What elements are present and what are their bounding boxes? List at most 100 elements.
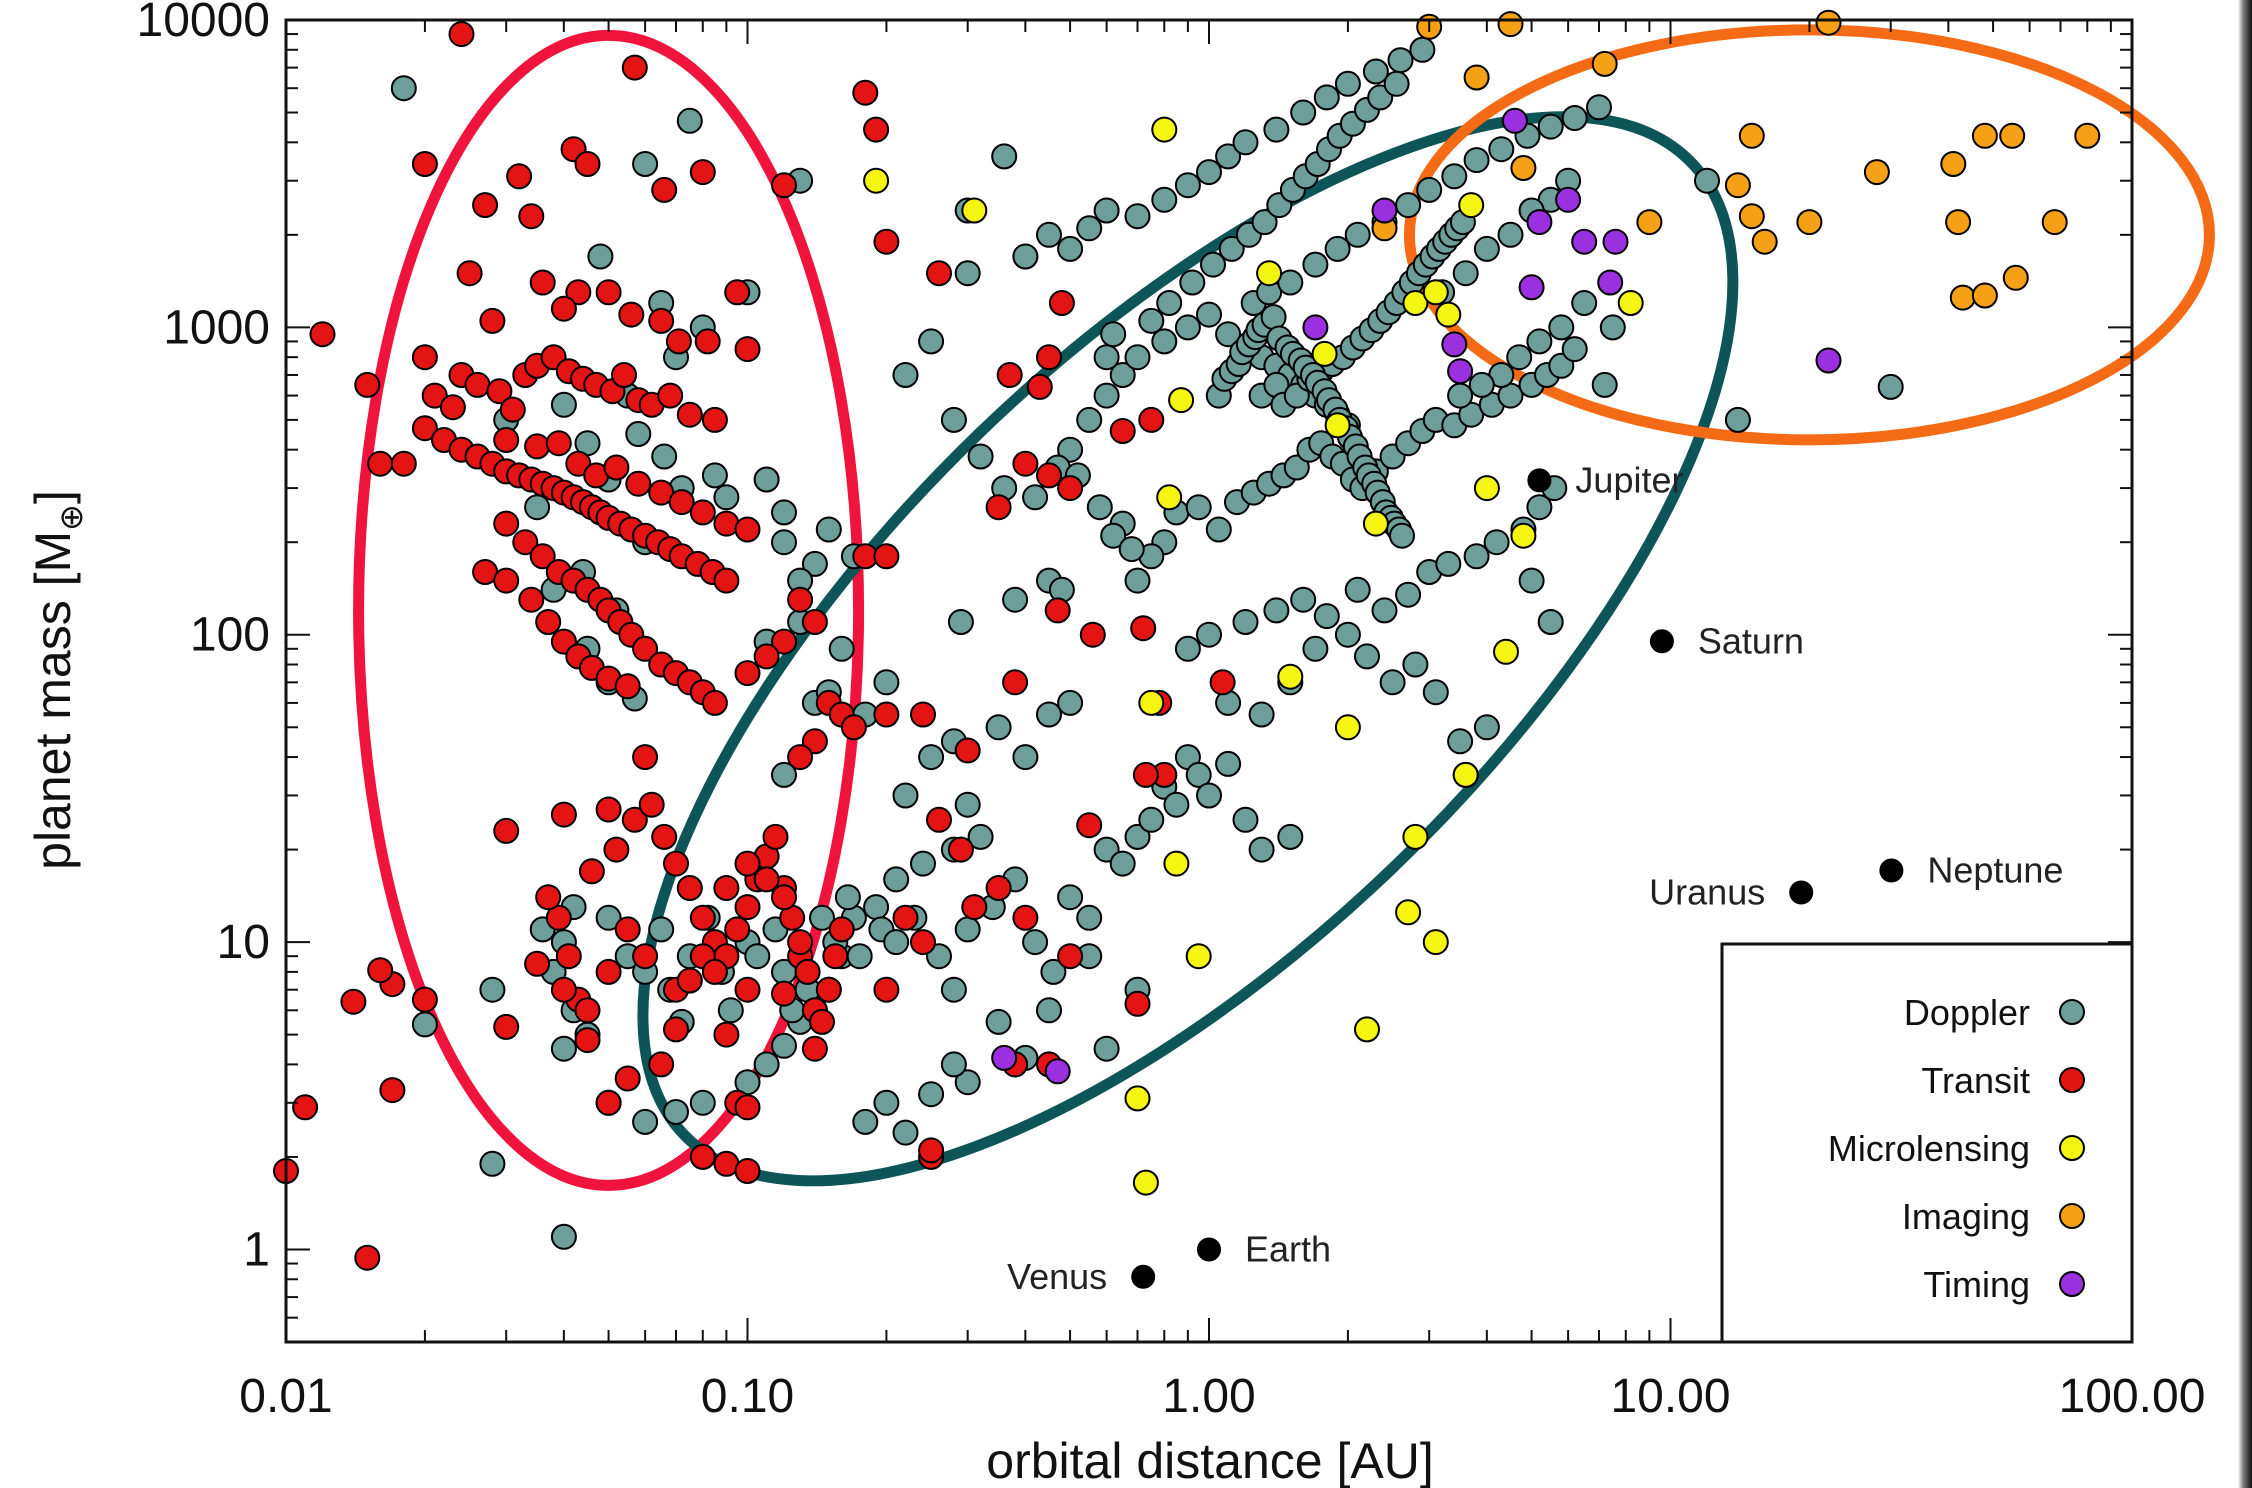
doppler-point: [1215, 143, 1242, 170]
solar-system-point: [1879, 858, 1904, 883]
doppler-point: [717, 997, 744, 1024]
doppler-point: [1483, 529, 1510, 556]
solar-system-point: [1197, 1237, 1221, 1262]
imaging-point: [1751, 228, 1778, 255]
x-axis-title: orbital distance [AU]: [986, 1433, 1433, 1488]
transit-point: [1132, 761, 1159, 788]
microlensing-point: [1334, 714, 1361, 741]
transit-point: [340, 988, 367, 1015]
doppler-point: [985, 714, 1012, 741]
doppler-point: [771, 1032, 797, 1059]
doppler-point: [1561, 105, 1588, 131]
transit-point: [926, 806, 952, 833]
y-axis-title-end: ]: [25, 490, 81, 504]
doppler-point: [1283, 454, 1310, 481]
y-tick-label: 10: [217, 916, 270, 969]
transit-point: [1002, 669, 1029, 696]
transit-point: [1076, 812, 1103, 839]
doppler-point: [648, 916, 675, 943]
transit-point: [472, 192, 499, 219]
doppler-point: [947, 609, 974, 635]
timing-point: [1815, 347, 1842, 374]
doppler-point: [892, 1119, 919, 1146]
y-axis-title-sub: ⊕: [53, 504, 89, 531]
doppler-point: [1452, 260, 1479, 287]
doppler-point: [1313, 84, 1340, 111]
transit-point: [801, 609, 828, 635]
microlensing-point: [1402, 823, 1429, 850]
x-tick-label: 10.00: [1610, 1370, 1730, 1423]
transit-point: [689, 1143, 716, 1170]
timing-point: [1371, 197, 1398, 224]
microlensing-point: [1395, 899, 1422, 926]
doppler-point: [587, 243, 614, 270]
doppler-point: [918, 328, 945, 355]
doppler-point: [1174, 172, 1201, 199]
microlensing-point: [1452, 761, 1479, 788]
doppler-point: [1232, 129, 1259, 156]
transit-point: [506, 163, 533, 190]
doppler-point: [1302, 251, 1329, 278]
transit-point: [493, 817, 520, 844]
transit-point: [734, 894, 761, 921]
transit-point: [794, 958, 821, 985]
region-ellipse: [353, 29, 865, 1191]
doppler-point: [852, 1108, 879, 1135]
doppler-point: [1076, 406, 1103, 433]
doppler-point: [1200, 251, 1226, 278]
transit-point: [486, 378, 513, 405]
microlensing-point: [1422, 929, 1449, 956]
doppler-point: [753, 1051, 780, 1078]
transit-point: [354, 1244, 381, 1271]
doppler-point: [1093, 344, 1120, 371]
doppler-point: [1422, 679, 1449, 706]
transit-point: [1036, 462, 1062, 489]
transit-point: [771, 884, 797, 911]
doppler-point: [809, 904, 835, 931]
transit-point: [565, 279, 592, 306]
legend-label: Transit: [1921, 1060, 2030, 1101]
planet-label: Jupiter: [1575, 459, 1683, 500]
microlensing-point: [1163, 850, 1190, 877]
doppler-point: [1179, 269, 1206, 296]
transit-point: [852, 79, 879, 106]
doppler-point: [1586, 94, 1612, 121]
doppler-point: [1324, 235, 1351, 262]
doppler-point: [1232, 609, 1259, 635]
legend-label: Timing: [1923, 1264, 2030, 1305]
imaging-point: [1971, 282, 1998, 309]
microlensing-point: [1151, 116, 1178, 143]
doppler-point: [1248, 836, 1275, 863]
microlensing-point: [1138, 689, 1165, 716]
planet-label: Neptune: [1927, 849, 2063, 890]
transit-point: [648, 1051, 675, 1078]
doppler-point: [1468, 371, 1495, 398]
microlensing-point: [1324, 412, 1351, 439]
transit-point: [555, 943, 582, 970]
transit-point: [801, 1035, 828, 1062]
transit-point: [354, 371, 381, 398]
microlensing-point: [1435, 301, 1462, 328]
y-tick-label: 1: [243, 1223, 270, 1276]
microlensing-point: [1458, 192, 1485, 219]
doppler-point: [753, 466, 780, 493]
transit-point: [985, 494, 1012, 521]
transit-point: [801, 728, 828, 755]
transit-point: [614, 916, 641, 943]
transit-point: [809, 1008, 835, 1035]
transit-point: [574, 151, 601, 177]
doppler-point: [1362, 58, 1389, 85]
transit-point: [390, 450, 417, 477]
doppler-point: [1387, 47, 1414, 74]
transit-point: [309, 321, 336, 348]
doppler-point: [1138, 307, 1165, 334]
doppler-point: [1124, 344, 1151, 371]
imaging-point: [1815, 9, 1842, 36]
doppler-point: [1196, 159, 1222, 186]
y-tick-label: 100: [190, 609, 270, 662]
transit-point: [734, 660, 761, 687]
doppler-point: [1093, 197, 1120, 224]
transit-point: [985, 875, 1012, 901]
x-axis-ticks: 0.01 0.10 1.00 10.00 100.00: [239, 20, 2205, 1423]
transit-point: [713, 567, 740, 594]
